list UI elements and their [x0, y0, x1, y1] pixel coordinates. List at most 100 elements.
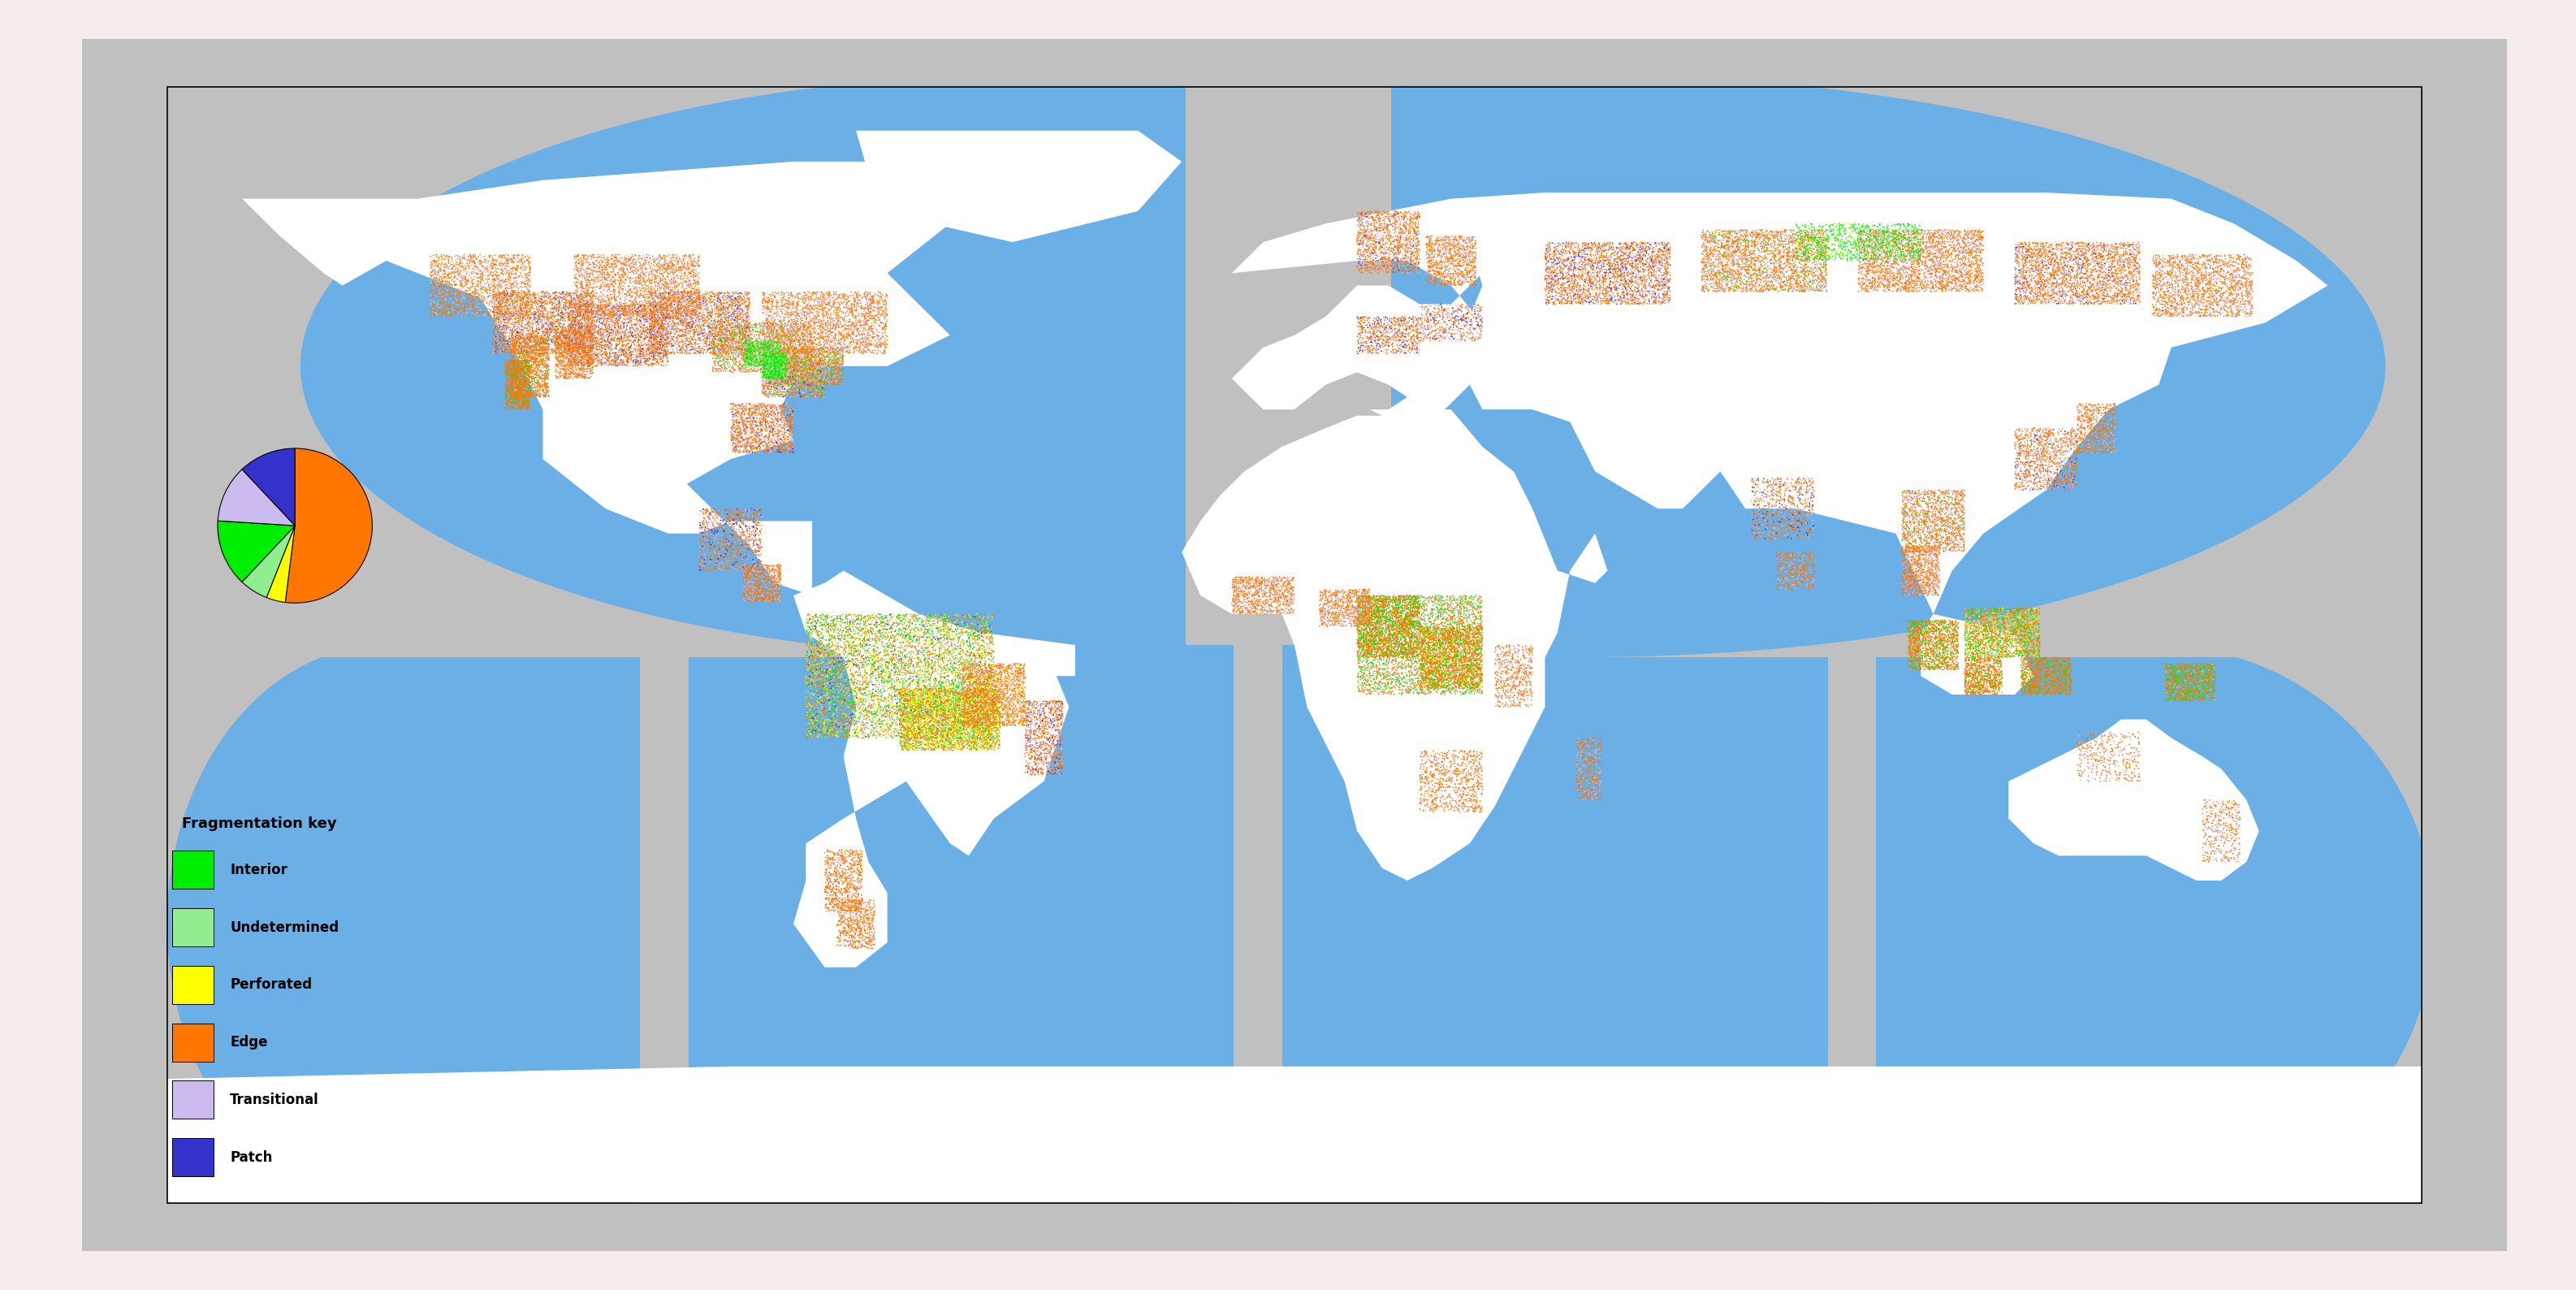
- Point: [505, 344, 546, 365]
- Point: [685, 310, 726, 330]
- Point: [2187, 659, 2228, 680]
- Point: [1461, 317, 1502, 338]
- Point: [1406, 646, 1448, 667]
- Point: [572, 293, 613, 313]
- Point: [2027, 441, 2069, 462]
- Point: [1904, 232, 1945, 253]
- Point: [747, 406, 788, 427]
- Point: [1868, 259, 1909, 280]
- Point: [487, 359, 528, 379]
- Point: [2208, 848, 2249, 868]
- Point: [940, 703, 981, 724]
- Point: [848, 672, 889, 693]
- Point: [492, 386, 533, 406]
- Point: [832, 842, 873, 863]
- Point: [649, 289, 690, 310]
- Point: [556, 368, 598, 388]
- Point: [1569, 752, 1610, 773]
- Point: [1422, 302, 1463, 322]
- Point: [1904, 562, 1945, 583]
- Point: [1844, 253, 1886, 273]
- Point: [611, 249, 652, 270]
- Point: [714, 544, 755, 565]
- Point: [840, 341, 881, 361]
- Point: [497, 303, 538, 324]
- Point: [1309, 597, 1350, 618]
- Point: [951, 627, 992, 648]
- Point: [1255, 577, 1296, 597]
- Point: [963, 667, 1005, 688]
- Point: [1329, 605, 1370, 626]
- Point: [1453, 668, 1494, 689]
- Point: [641, 321, 683, 342]
- Point: [2017, 246, 2058, 267]
- Point: [1906, 537, 1947, 557]
- Point: [1018, 725, 1059, 746]
- Point: [2012, 279, 2053, 299]
- Point: [639, 272, 680, 293]
- Point: [1378, 339, 1419, 360]
- Point: [1919, 658, 1960, 679]
- Point: [1821, 239, 1862, 259]
- Point: [497, 325, 538, 346]
- Point: [2184, 264, 2226, 285]
- Point: [1950, 679, 1991, 699]
- Point: [2009, 666, 2050, 686]
- Point: [997, 699, 1038, 720]
- Point: [2231, 263, 2272, 284]
- Point: [587, 285, 629, 306]
- Point: [2084, 266, 2125, 286]
- Point: [425, 306, 466, 326]
- Point: [2066, 397, 2107, 418]
- Point: [969, 713, 1010, 734]
- Point: [760, 352, 801, 373]
- Point: [909, 706, 951, 726]
- Point: [716, 283, 757, 303]
- Point: [1455, 791, 1497, 811]
- Point: [1945, 531, 1986, 552]
- Point: [744, 375, 786, 396]
- Point: [526, 355, 567, 375]
- Point: [2223, 294, 2264, 315]
- Point: [2022, 245, 2063, 266]
- Point: [1775, 522, 1816, 543]
- Point: [1394, 637, 1435, 658]
- Point: [554, 320, 595, 341]
- Point: [835, 854, 876, 875]
- Point: [1406, 670, 1448, 690]
- Point: [1352, 605, 1394, 626]
- Point: [670, 299, 711, 320]
- Point: [1419, 268, 1461, 289]
- Point: [752, 379, 793, 400]
- Point: [507, 387, 549, 408]
- Point: [726, 591, 768, 611]
- Point: [953, 672, 994, 693]
- Point: [920, 726, 961, 747]
- Point: [1793, 227, 1834, 248]
- Point: [1360, 593, 1401, 614]
- Point: [1419, 610, 1461, 631]
- Point: [1445, 654, 1486, 675]
- Point: [1015, 698, 1056, 719]
- Point: [933, 684, 974, 704]
- Point: [2156, 271, 2197, 292]
- Point: [2009, 682, 2050, 703]
- Point: [1569, 272, 1610, 293]
- Point: [2117, 770, 2159, 791]
- Point: [2192, 275, 2233, 295]
- Point: [1038, 744, 1079, 765]
- Point: [804, 284, 845, 304]
- Point: [1955, 245, 1996, 266]
- Point: [770, 356, 811, 377]
- Point: [935, 691, 976, 712]
- Point: [657, 321, 698, 342]
- Point: [670, 284, 711, 304]
- Point: [1453, 653, 1494, 673]
- Point: [1443, 604, 1484, 624]
- Point: [2012, 464, 2053, 485]
- Point: [1458, 796, 1499, 817]
- Point: [940, 706, 981, 726]
- Point: [657, 308, 698, 329]
- Point: [1899, 584, 1940, 605]
- Point: [726, 423, 768, 444]
